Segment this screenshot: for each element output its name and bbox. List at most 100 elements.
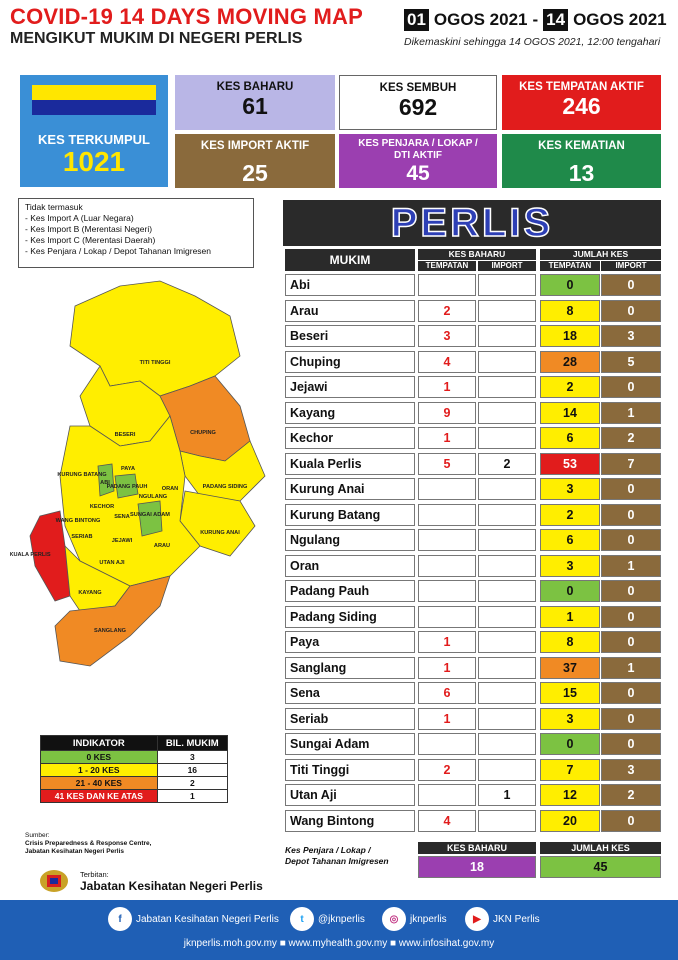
source-text: Crisis Preparedness & Response Centre,	[25, 840, 152, 847]
jumlah-import-cell: 3	[601, 758, 661, 781]
jumlah-tempatan-cell: 15	[540, 682, 600, 704]
twitter-link[interactable]: t @jknperlis	[290, 905, 365, 933]
jumlah-import-cell: 5	[601, 350, 661, 373]
card-tempatan: KES TEMPATAN AKTIF 246	[502, 75, 661, 130]
penjara-jk-value: 45	[540, 856, 661, 878]
mukim-name: Abi	[285, 274, 415, 296]
kematian-value: 13	[568, 160, 595, 186]
page-subtitle: MENGIKUT MUKIM DI NEGERI PERLIS	[10, 30, 303, 47]
terkumpul-label: KES TERKUMPUL	[38, 132, 150, 147]
facebook-label: Jabatan Kesihatan Negeri Perlis	[136, 913, 279, 925]
baharu-tempatan-cell: 1	[418, 427, 476, 449]
jumlah-import-cell: 1	[601, 656, 661, 679]
jumlah-import-cell: 0	[601, 809, 661, 832]
youtube-icon: ▶	[465, 907, 489, 931]
sembuh-value: 692	[398, 94, 438, 120]
baharu-import-cell	[478, 503, 536, 526]
jumlah-import-cell: 2	[601, 784, 661, 806]
baharu-tempatan-cell: 2	[418, 758, 476, 781]
baharu-tempatan-cell: 4	[418, 809, 476, 832]
publisher: Terbitan: Jabatan Kesihatan Negeri Perli…	[80, 870, 263, 893]
page-title: COVID-19 14 DAYS MOVING MAP	[10, 4, 364, 29]
penjara-kb-value: 18	[418, 856, 536, 878]
indicator-row: 1 - 20 KES 16	[40, 763, 229, 777]
perlis-flag-icon	[32, 85, 156, 115]
mukim-name: Utan Aji	[285, 784, 415, 806]
date-range: 01 OGOS 2021 - 14 OGOS 2021	[404, 8, 667, 32]
map-label: ABI	[100, 480, 110, 486]
date-to-rest: OGOS 2021	[573, 10, 667, 29]
baharu-import-cell	[478, 758, 536, 781]
baharu-import-cell	[478, 605, 536, 628]
mukim-name: Padang Siding	[285, 605, 415, 628]
map-label: KAYANG	[78, 590, 101, 596]
baharu-import-cell	[478, 325, 536, 347]
jumlah-tempatan-cell: 20	[540, 809, 600, 832]
exclusion-notes: Tidak termasuk - Kes Import A (Luar Nega…	[18, 198, 254, 268]
mukim-name: Beseri	[285, 325, 415, 347]
footer-urls: jknperlis.moh.gov.my ■ www.myhealth.gov.…	[183, 938, 495, 949]
indicator-label: 41 KES DAN KE ATAS	[40, 789, 158, 803]
indicator-row: 41 KES DAN KE ATAS 1	[40, 789, 229, 803]
baharu-import-cell	[478, 707, 536, 730]
mukim-name: Jejawi	[285, 376, 415, 398]
malaysia-crest-icon	[40, 870, 68, 892]
instagram-link[interactable]: ◎ jknperlis	[382, 905, 447, 933]
map-region-padang-siding	[179, 440, 266, 502]
baharu-import-cell	[478, 809, 536, 832]
map-label: CHUPING	[190, 430, 216, 436]
jumlah-tempatan-cell: 6	[540, 529, 600, 551]
map-label: JEJAWI	[112, 538, 133, 544]
penjara-label: KES PENJARA / LOKAP / DTI AKTIF	[358, 138, 478, 161]
jumlah-import-cell: 2	[601, 427, 661, 449]
jumlah-import-cell: 0	[601, 376, 661, 398]
bil-mukim-header: BIL. MUKIM	[156, 735, 229, 751]
facebook-icon: f	[108, 907, 132, 931]
indicator-count: 2	[156, 776, 229, 790]
tempatan-value: 246	[562, 93, 601, 119]
terkumpul-value: 1021	[62, 146, 126, 177]
jumlah-tempatan-cell: 0	[540, 274, 600, 296]
map-region-sanglang	[54, 575, 171, 667]
mukim-name: Ngulang	[285, 529, 415, 551]
jumlah-import-cell: 0	[601, 631, 661, 653]
mukim-name: Kurung Anai	[285, 478, 415, 500]
mukim-name: Kechor	[285, 427, 415, 449]
jumlah-tempatan-cell: 53	[540, 452, 600, 475]
jumlah-tempatan-cell: 28	[540, 350, 600, 373]
updated-text: Dikemaskini sehingga 14 OGOS 2021, 12:00…	[404, 36, 661, 48]
source-text: Jabatan Kesihatan Negeri Perlis	[25, 848, 124, 855]
indicator-legend: INDIKATOR BIL. MUKIM 0 KES 3 1 - 20 KES 16 21…	[40, 735, 229, 803]
baharu-tempatan-cell: 9	[418, 401, 476, 424]
jumlah-import-cell: 0	[601, 529, 661, 551]
baharu-tempatan-cell: 6	[418, 682, 476, 704]
date-to-day: 14	[543, 9, 569, 31]
baharu-import-cell	[478, 682, 536, 704]
map-label: ORAN	[162, 486, 178, 492]
col-jumlah-import: IMPORT	[601, 261, 661, 271]
facebook-link[interactable]: f Jabatan Kesihatan Negeri Perlis	[108, 905, 279, 933]
baharu-import-cell	[478, 580, 536, 602]
youtube-link[interactable]: ▶ JKN Perlis	[465, 905, 540, 933]
import-value: 25	[242, 160, 268, 186]
notes-item: - Kes Import B (Merentasi Negeri)	[25, 224, 153, 234]
baharu-import-cell	[478, 401, 536, 424]
jumlah-tempatan-cell: 6	[540, 427, 600, 449]
col-kes-baharu: KES BAHARU	[418, 249, 536, 260]
mukim-name: Sungai Adam	[285, 733, 415, 755]
mukim-name: Titi Tinggi	[285, 758, 415, 781]
perlis-mukim-map: TITI TINGGI BESERI CHUPING PAYA KURUNG BATAN…	[10, 280, 266, 667]
jumlah-tempatan-cell: 37	[540, 656, 600, 679]
publisher-name: Jabatan Kesihatan Negeri Perlis	[80, 879, 263, 893]
jumlah-tempatan-cell: 2	[540, 376, 600, 398]
map-region-sungai-adam	[137, 500, 163, 537]
indicator-label: 21 - 40 KES	[40, 776, 158, 790]
tempatan-label: KES TEMPATAN AKTIF	[519, 81, 644, 93]
mukim-name: Sanglang	[285, 656, 415, 679]
mukim-name: Wang Bintong	[285, 809, 415, 832]
baharu-tempatan-cell	[418, 529, 476, 551]
baharu-import-cell	[478, 631, 536, 653]
card-import: KES IMPORT AKTIF 25	[175, 134, 335, 188]
map-label: SUNGAI ADAM	[130, 512, 170, 518]
map-region-abi	[97, 463, 115, 497]
